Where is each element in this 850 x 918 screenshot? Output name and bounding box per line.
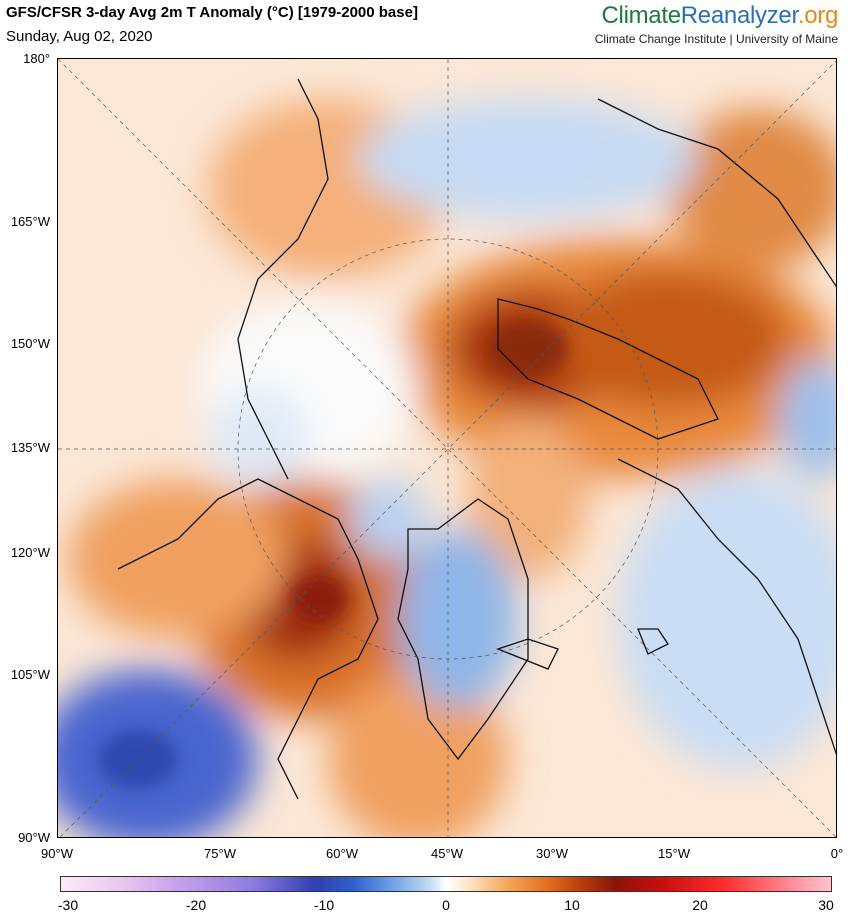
brand-subtitle: Climate Change Institute | University of… <box>594 32 838 46</box>
x-axis-label: 60°W <box>326 846 358 861</box>
colorbar-label: 30 <box>818 897 834 913</box>
colorbar-label: -30 <box>57 897 79 913</box>
brand-part-3: .org <box>797 2 838 29</box>
graticule <box>58 59 836 837</box>
y-axis-label: 105°W <box>10 667 50 682</box>
x-axis-label: 30°W <box>536 846 568 861</box>
anomaly-map-canvas <box>58 59 836 837</box>
brand-part-2: Reanalyzer <box>680 2 798 29</box>
x-axis-label: 0° <box>830 846 844 861</box>
y-axis-label: 135°W <box>10 440 50 455</box>
coastlines <box>117 78 836 800</box>
x-axis-label: 90°W <box>41 846 73 861</box>
x-axis-label: 45°W <box>431 846 463 861</box>
colorbar-label: -10 <box>313 897 335 913</box>
map-date: Sunday, Aug 02, 2020 <box>6 28 153 45</box>
brand-part-1: Climate <box>601 2 682 29</box>
colorbar-label: 20 <box>692 897 708 913</box>
anomaly-map[interactable] <box>57 58 837 838</box>
y-axis-label: 120°W <box>10 545 50 560</box>
y-axis-label: 150°W <box>10 336 50 351</box>
map-title: GFS/CFSR 3-day Avg 2m T Anomaly (°C) [19… <box>6 4 418 21</box>
colorbar-label: 10 <box>564 897 580 913</box>
y-axis-label: 90°W <box>18 830 50 845</box>
x-axis-label: 75°W <box>204 846 236 861</box>
anomaly-field <box>58 99 836 837</box>
y-axis-label: 180° <box>23 51 50 66</box>
colorbar-label: 0 <box>442 897 450 913</box>
colorbar <box>60 876 832 892</box>
x-axis-label: 15°W <box>658 846 690 861</box>
y-axis-label: 165°W <box>10 214 50 229</box>
brand-logo[interactable]: ClimateReanalyzer.org <box>602 2 839 30</box>
colorbar-label: -20 <box>185 897 207 913</box>
anomaly-detail <box>98 321 568 789</box>
